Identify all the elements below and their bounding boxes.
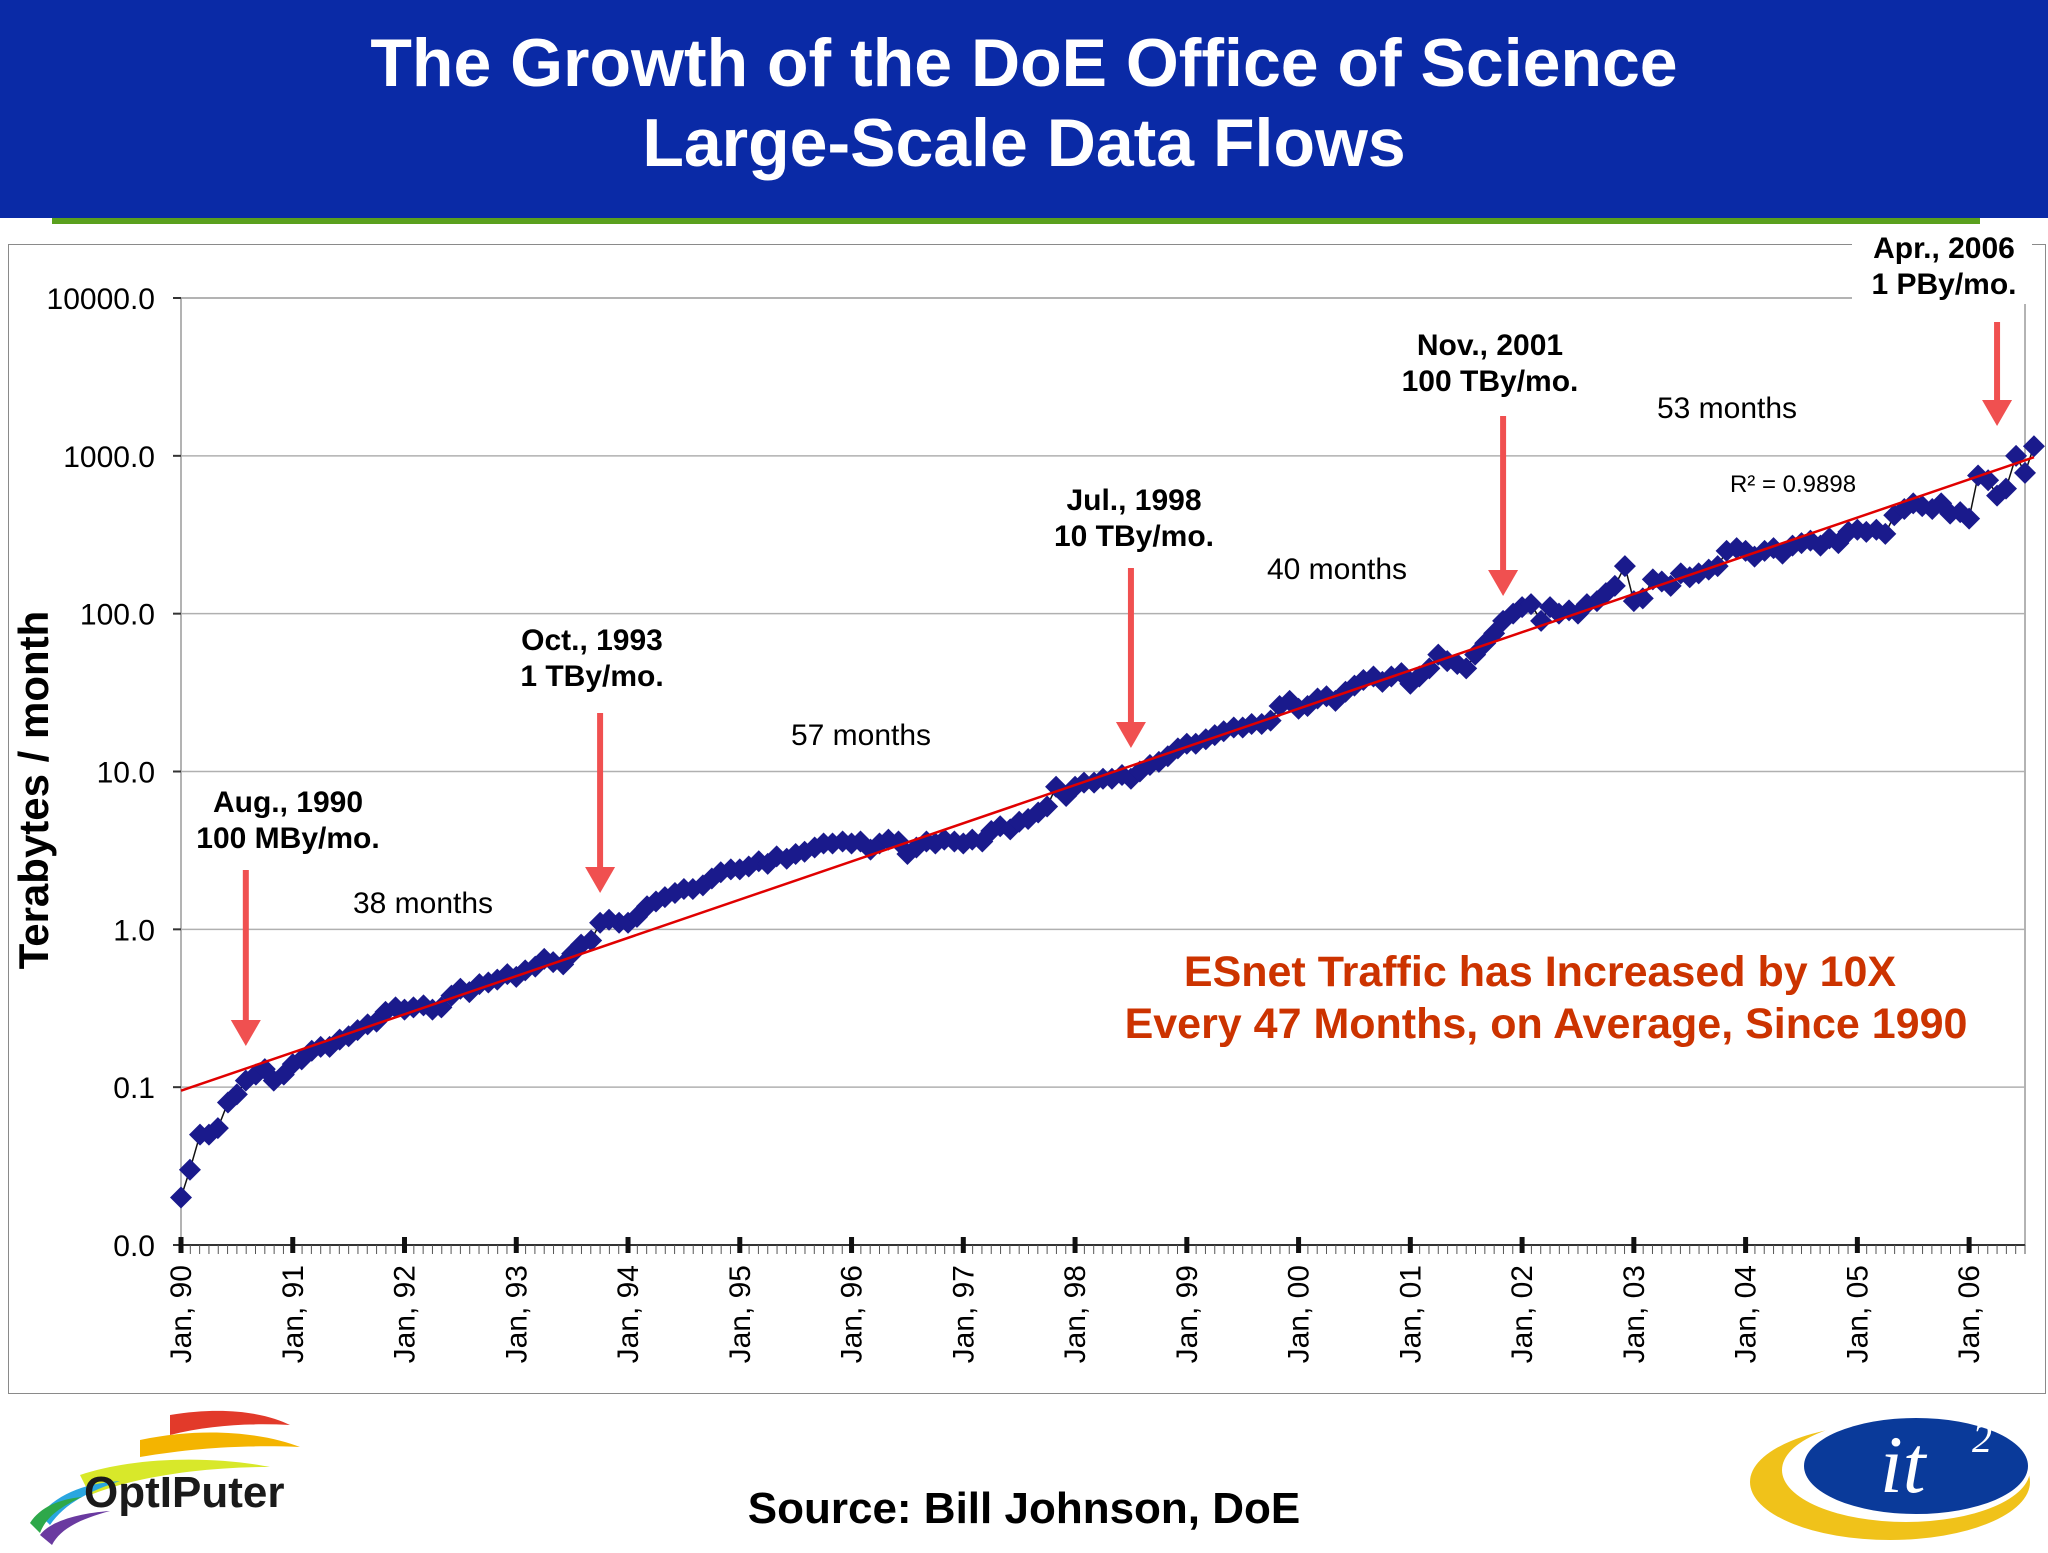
it2-logo: it 2 — [1750, 1416, 2030, 1540]
slide-title-line-2: Large-Scale Data Flows — [642, 105, 1406, 181]
it2-logo-superscript: 2 — [1972, 1416, 1992, 1461]
milestone-label-1998-value: 10 TBy/mo. — [1054, 520, 1214, 553]
x-tick-label: Jan, 92 — [389, 1265, 422, 1363]
milestone-label-2001-date: Nov., 2001 — [1417, 329, 1563, 362]
milestone-arrow-head — [585, 867, 616, 893]
x-tick-label: Jan, 04 — [1730, 1265, 1763, 1363]
data-point — [1995, 477, 2018, 500]
data-point — [2014, 461, 2036, 484]
x-tick-label: Jan, 03 — [1618, 1265, 1651, 1363]
milestone-label-2006-date: Apr., 2006 — [1873, 232, 2015, 265]
y-axis-label: Terabytes / month — [10, 611, 57, 970]
data-point — [1603, 574, 1626, 597]
annotations: Terabytes / month Aug., 1990 100 MBy/mo.… — [10, 226, 2032, 1048]
x-tick-label: Jan, 00 — [1283, 1265, 1316, 1363]
y-tick-label: 1.0 — [113, 914, 155, 947]
x-tick-label: Jan, 05 — [1841, 1265, 1874, 1363]
x-tick-label: Jan, 06 — [1953, 1265, 1986, 1363]
data-point — [225, 1083, 248, 1106]
callout-line-1: ESnet Traffic has Increased by 10X — [1184, 948, 1897, 996]
data-point — [178, 1158, 201, 1181]
data-point — [206, 1117, 229, 1140]
milestone-arrow-head — [1488, 570, 1519, 596]
x-tick-label: Jan, 94 — [612, 1265, 645, 1363]
milestone-label-1990-value: 100 MBy/mo. — [196, 822, 379, 855]
x-tick-label: Jan, 02 — [1506, 1265, 1539, 1363]
axes: 10000.0 1000.0 100.0 10.0 1.0 0.1 0.0 Jan, 90 Ja… — [47, 283, 2026, 1363]
title-bar: The Growth of the DoE Office of Science … — [0, 0, 2048, 218]
trend-line — [180, 456, 2035, 1092]
x-tick-label: Jan, 91 — [277, 1265, 310, 1363]
milestone-label-1998-date: Jul., 1998 — [1066, 484, 1201, 517]
chart-frame — [8, 244, 2046, 1394]
callout-line-2: Every 47 Months, on Average, Since 1990 — [1125, 1000, 1968, 1048]
optiputer-logo-text: OptIPuter — [84, 1468, 284, 1517]
interval-label-40: 40 months — [1267, 553, 1407, 586]
data-series — [170, 435, 2045, 1209]
data-point — [1883, 504, 1906, 527]
interval-label-57: 57 months — [791, 719, 931, 752]
x-tick-label: Jan, 99 — [1171, 1265, 1204, 1363]
data-point — [1520, 593, 1543, 616]
y-tick-label: 10.0 — [97, 757, 155, 790]
data-point — [1036, 795, 1059, 818]
data-point — [580, 929, 603, 952]
data-point — [1874, 522, 1897, 545]
x-tick-label: Jan, 97 — [947, 1265, 980, 1363]
x-tick-label: Jan, 90 — [165, 1265, 198, 1363]
interval-label-38: 38 months — [353, 887, 493, 920]
r-squared-label: R² = 0.9898 — [1730, 471, 1856, 498]
milestone-2006-label-bg — [1852, 226, 2032, 304]
source-credit: Source: Bill Johnson, DoE — [747, 1484, 1301, 1533]
milestone-arrow-head — [1115, 722, 1146, 748]
x-tick-label: Jan, 95 — [724, 1265, 757, 1363]
y-tick-label: 100.0 — [80, 599, 155, 632]
y-tick-label: 1000.0 — [63, 441, 155, 474]
x-tick-label: Jan, 98 — [1059, 1265, 1092, 1363]
data-point — [170, 1186, 192, 1209]
milestone-arrow-head — [1982, 400, 2013, 426]
it2-logo-text: it — [1880, 1419, 1928, 1510]
milestone-label-2001-value: 100 TBy/mo. — [1402, 365, 1579, 398]
interval-label-53: 53 months — [1657, 392, 1797, 425]
milestone-label-2006-value: 1 PBy/mo. — [1871, 268, 2016, 301]
slide-title-line-1: The Growth of the DoE Office of Science — [370, 25, 1678, 101]
data-point — [1958, 507, 1981, 530]
optiputer-logo: OptIPuter — [30, 1410, 300, 1545]
y-tick-label: 10000.0 — [47, 283, 155, 316]
data-point — [1455, 657, 1478, 680]
x-tick-label: Jan, 93 — [500, 1265, 533, 1363]
x-tick-label: Jan, 01 — [1394, 1265, 1427, 1363]
data-point — [1613, 555, 1636, 578]
data-point — [2022, 435, 2045, 458]
milestone-label-1993-date: Oct., 1993 — [521, 624, 663, 657]
y-tick-label: 0.1 — [113, 1072, 155, 1105]
milestone-label-1990-date: Aug., 1990 — [213, 786, 363, 819]
x-tick-label: Jan, 96 — [836, 1265, 869, 1363]
trend-line-group — [180, 456, 2035, 1092]
y-tick-label: 0.0 — [113, 1230, 155, 1263]
accent-rule — [52, 218, 1980, 224]
milestone-arrow-head — [230, 1020, 261, 1046]
milestone-label-1993-value: 1 TBy/mo. — [520, 660, 663, 693]
grid — [180, 297, 2026, 1246]
